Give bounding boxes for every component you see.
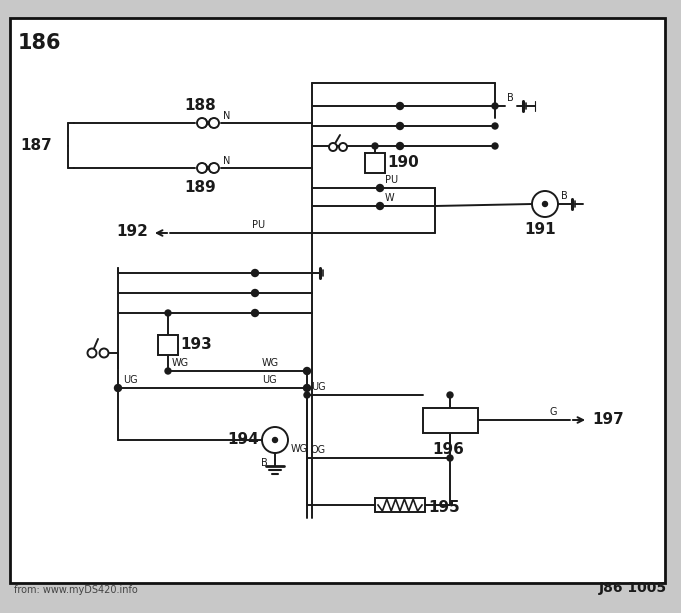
Text: OG: OG — [310, 445, 325, 455]
Text: 189: 189 — [184, 180, 216, 195]
Circle shape — [262, 427, 288, 453]
Bar — [375, 498, 425, 512]
Text: 196: 196 — [432, 442, 464, 457]
Circle shape — [492, 123, 498, 129]
Circle shape — [447, 392, 453, 398]
Text: 195: 195 — [428, 500, 460, 514]
Circle shape — [99, 349, 108, 357]
Circle shape — [87, 349, 97, 357]
Text: B: B — [561, 191, 568, 201]
Circle shape — [197, 163, 207, 173]
Text: 188: 188 — [184, 98, 216, 113]
Text: 194: 194 — [227, 432, 259, 446]
Circle shape — [339, 143, 347, 151]
Circle shape — [492, 143, 498, 149]
Text: UG: UG — [123, 375, 138, 385]
Bar — [365, 153, 385, 173]
Circle shape — [396, 142, 404, 150]
Text: PU: PU — [385, 175, 398, 185]
Text: B: B — [261, 458, 268, 468]
Text: 192: 192 — [116, 224, 148, 238]
Circle shape — [272, 438, 277, 443]
Circle shape — [543, 202, 548, 207]
Circle shape — [165, 310, 171, 316]
Circle shape — [447, 455, 453, 461]
Bar — [158, 335, 178, 355]
Circle shape — [396, 102, 404, 110]
Text: B: B — [507, 93, 513, 103]
Text: WG: WG — [291, 444, 308, 454]
Circle shape — [304, 384, 311, 392]
Text: N: N — [223, 111, 230, 121]
Bar — [422, 408, 477, 433]
Circle shape — [209, 118, 219, 128]
Text: W: W — [385, 193, 394, 203]
Circle shape — [251, 270, 259, 276]
Circle shape — [209, 163, 219, 173]
Text: from: www.myDS420.info: from: www.myDS420.info — [14, 585, 138, 595]
Circle shape — [329, 143, 337, 151]
Circle shape — [377, 202, 383, 210]
Text: 190: 190 — [387, 154, 419, 170]
Text: WG: WG — [172, 358, 189, 368]
Text: J86 1005: J86 1005 — [599, 581, 667, 595]
Circle shape — [251, 289, 259, 297]
Text: WG: WG — [262, 358, 279, 368]
Text: 186: 186 — [18, 33, 61, 53]
Text: N: N — [223, 156, 230, 166]
Circle shape — [532, 191, 558, 217]
Text: 197: 197 — [592, 411, 624, 427]
Circle shape — [304, 392, 310, 398]
Text: 187: 187 — [20, 138, 52, 153]
Text: 193: 193 — [180, 337, 212, 351]
Circle shape — [197, 118, 207, 128]
Circle shape — [304, 368, 311, 375]
Text: UG: UG — [311, 382, 326, 392]
Circle shape — [251, 310, 259, 316]
Circle shape — [377, 185, 383, 191]
Text: PU: PU — [252, 220, 265, 230]
Text: UG: UG — [262, 375, 276, 385]
Circle shape — [396, 123, 404, 129]
Circle shape — [372, 143, 378, 149]
Circle shape — [114, 384, 121, 392]
Text: 191: 191 — [524, 222, 556, 237]
Text: G: G — [550, 407, 558, 417]
Circle shape — [492, 103, 498, 109]
Circle shape — [165, 368, 171, 374]
